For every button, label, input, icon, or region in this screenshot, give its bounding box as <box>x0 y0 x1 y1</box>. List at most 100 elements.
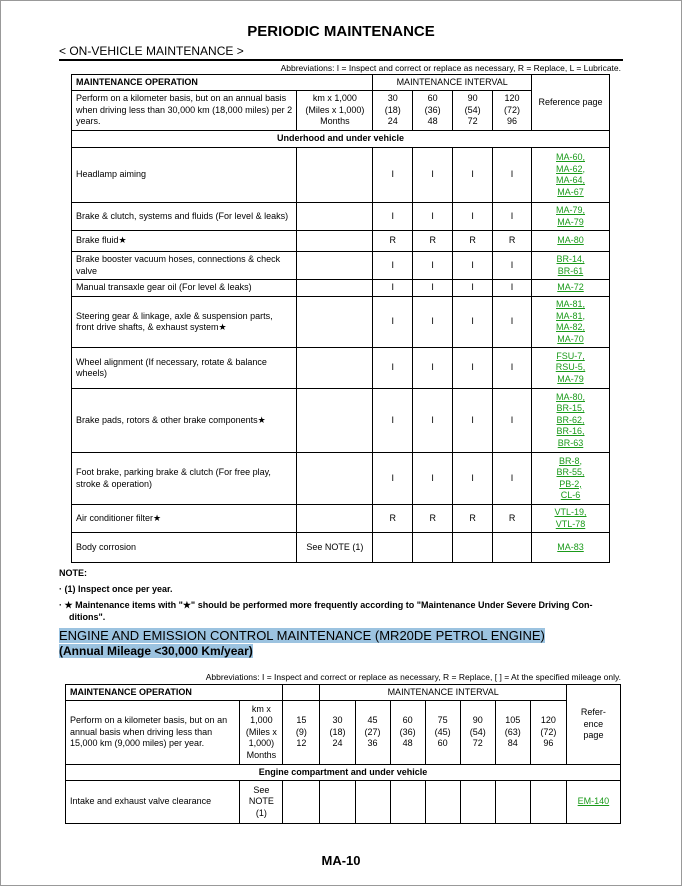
interval-value: I <box>452 251 494 280</box>
table-row: Air conditioner filter★ R R R R VTL-19, VTL-78 <box>70 504 610 533</box>
blank-cell <box>282 684 321 701</box>
units-cell: km x 1,000 (Miles x 1,000) Months <box>296 90 374 131</box>
ref-link[interactable]: MA-64, <box>556 175 586 185</box>
unit-cell <box>296 230 374 252</box>
ref-link[interactable]: BR-61 <box>557 265 584 276</box>
ref-cell: MA-72 <box>531 279 610 297</box>
interval-col: 120 (72) 96 <box>529 700 567 765</box>
interval-value: I <box>372 452 414 505</box>
unit-cell <box>296 388 374 453</box>
ref-cell: MA-79, MA-79 <box>531 202 610 231</box>
interval-value: I <box>412 347 454 389</box>
unit-cell: See NOTE (1) <box>296 532 374 563</box>
table-row: Brake booster vacuum hoses, connections … <box>70 251 610 280</box>
table-row: Brake fluid★ R R R R MA-80 <box>70 230 610 252</box>
interval-value: I <box>412 202 454 231</box>
interval-value: I <box>452 296 494 348</box>
ref-link[interactable]: MA-62, <box>556 163 586 174</box>
interval-header: MAINTENANCE INTERVAL <box>319 684 567 701</box>
ref-link[interactable]: MA-82, <box>556 322 586 332</box>
ref-cell: VTL-19, VTL-78 <box>531 504 610 533</box>
interval-value: I <box>452 452 494 505</box>
ref-link[interactable]: BR-15, <box>556 403 585 414</box>
page-subtitle: < ON-VEHICLE MAINTENANCE > <box>59 44 244 58</box>
ref-link[interactable]: BR-16, <box>556 426 585 437</box>
ref-header: Refer-ence page <box>565 684 622 765</box>
basis-text: Perform on a kilometer basis, but on an … <box>64 700 241 765</box>
maintenance-table-1: MAINTENANCE OPERATION MAINTENANCE INTERV… <box>70 74 610 563</box>
ref-link[interactable]: RSU-5, <box>555 362 586 373</box>
unit-cell <box>296 347 374 389</box>
ref-link[interactable]: MA-60, <box>556 152 586 162</box>
section-row: Engine compartment and under vehicle <box>65 764 621 781</box>
ref-link[interactable]: MA-79, <box>556 205 586 215</box>
unit-cell <box>296 251 374 280</box>
unit-cell: See NOTE (1) <box>239 780 284 824</box>
interval-value: I <box>372 202 414 231</box>
ref-link[interactable]: VTL-78 <box>555 518 586 529</box>
interval-col: 30 (18) 24 <box>372 90 414 131</box>
interval-value: I <box>452 147 494 203</box>
note-heading: NOTE: <box>59 568 87 578</box>
basis-text: Perform on a kilometer basis, but on an … <box>70 90 298 131</box>
interval-value: R <box>492 230 533 252</box>
ref-link[interactable]: BR-55, <box>556 467 585 477</box>
ref-link[interactable]: MA-80 <box>557 235 584 246</box>
ref-link[interactable]: MA-80, <box>556 391 586 402</box>
ref-link[interactable]: MA-72 <box>557 282 584 293</box>
interval-value: I <box>412 251 454 280</box>
interval-value: I <box>412 279 454 297</box>
interval-value: R <box>452 504 494 533</box>
ref-cell: MA-60, MA-62, MA-64, MA-67 <box>531 147 610 203</box>
op-header: MAINTENANCE OPERATION <box>64 684 284 701</box>
maintenance-table-2: MAINTENANCE OPERATION MAINTENANCE INTERV… <box>64 684 622 824</box>
interval-value <box>412 532 454 563</box>
table-row: Foot brake, parking brake & clutch (For … <box>70 452 610 505</box>
interval-value: R <box>492 504 533 533</box>
note-item: · (1) Inspect once per year. <box>59 584 173 594</box>
ref-link[interactable]: MA-83 <box>557 541 584 552</box>
ref-link[interactable]: MA-79 <box>557 216 584 227</box>
op-cell: Steering gear & linkage, axle & suspensi… <box>70 296 298 348</box>
unit-cell <box>296 147 374 203</box>
page-title: PERIODIC MAINTENANCE <box>247 23 435 40</box>
table-row: Brake pads, rotors & other brake compone… <box>70 388 610 453</box>
interval-value: I <box>372 296 414 348</box>
interval-value: I <box>492 388 533 453</box>
ref-link[interactable]: BR-14, <box>556 254 585 264</box>
ref-link[interactable]: BR-8, <box>559 455 583 466</box>
ref-link[interactable]: BR-62, <box>556 414 585 425</box>
interval-value: I <box>372 251 414 280</box>
ref-link[interactable]: BR-63 <box>557 437 584 448</box>
interval-value: R <box>452 230 494 252</box>
op-cell: Brake fluid★ <box>70 230 298 252</box>
interval-value: I <box>492 202 533 231</box>
ref-link[interactable]: CL-6 <box>560 490 581 500</box>
ref-link[interactable]: EM-140 <box>577 796 610 807</box>
ref-link[interactable]: MA-70 <box>557 333 584 344</box>
interval-value: I <box>412 296 454 348</box>
interval-value: I <box>452 279 494 297</box>
interval-col: 15 (9) 12 <box>282 700 321 765</box>
note-item: · ★ Maintenance items with "★" should be… <box>59 600 593 610</box>
interval-value: I <box>372 279 414 297</box>
ref-link[interactable]: MA-67 <box>557 186 584 197</box>
op-cell: Headlamp aiming <box>70 147 298 203</box>
interval-col: 105 (63) 84 <box>494 700 531 765</box>
ref-link[interactable]: FSU-7, <box>556 350 585 361</box>
ref-cell: MA-83 <box>531 532 610 563</box>
ref-link[interactable]: VTL-19, <box>554 507 587 517</box>
ref-link[interactable]: MA-79 <box>557 373 584 384</box>
interval-value: I <box>492 296 533 348</box>
op-header: MAINTENANCE OPERATION <box>70 74 374 91</box>
interval-col: 60 (36) 48 <box>412 90 454 131</box>
ref-link[interactable]: MA-81, <box>556 299 586 309</box>
table-row: Steering gear & linkage, axle & suspensi… <box>70 296 610 348</box>
interval-value: I <box>412 388 454 453</box>
unit-cell <box>296 504 374 533</box>
interval-value: I <box>372 388 414 453</box>
ref-link[interactable]: PB-2, <box>559 478 582 489</box>
interval-value: I <box>412 452 454 505</box>
ref-link[interactable]: MA-81, <box>556 310 586 321</box>
